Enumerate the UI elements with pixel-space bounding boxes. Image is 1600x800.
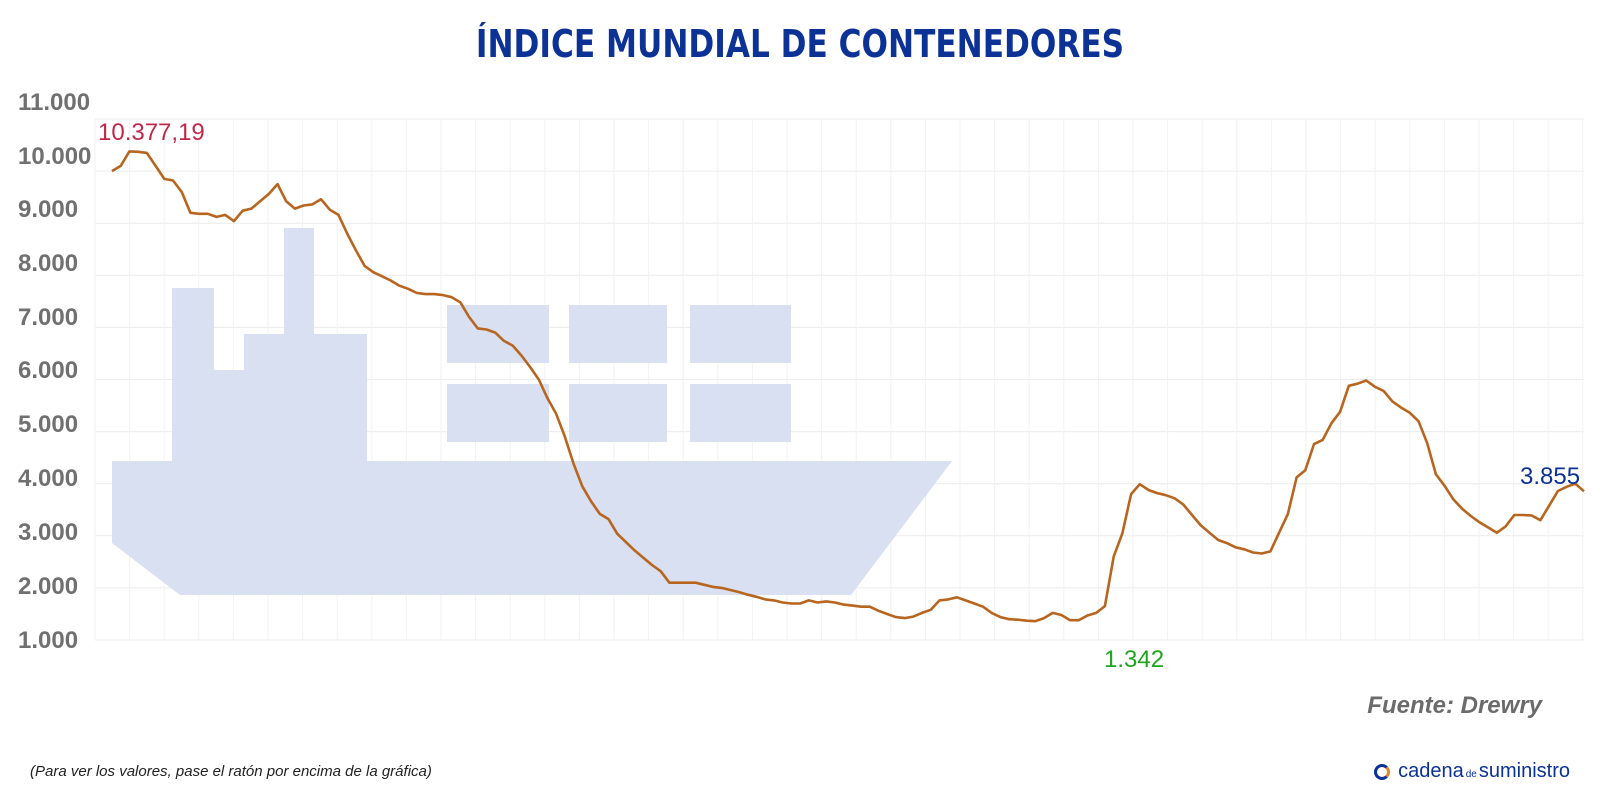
y-tick-label: 4.000 [18, 465, 78, 492]
y-tick-label: 9.000 [18, 196, 78, 223]
y-tick-label: 1.000 [18, 627, 78, 654]
container-6 [690, 384, 791, 442]
y-tick-label: 11.000 [18, 89, 90, 116]
ship-illustration [112, 228, 952, 595]
brand-logo[interactable]: cadena de suministro [1374, 760, 1570, 783]
y-tick-label: 2.000 [18, 573, 78, 600]
container-5 [569, 384, 667, 442]
y-tick-label: 8.000 [18, 250, 78, 277]
y-tick-label: 3.000 [18, 519, 78, 546]
ship-mast [284, 228, 314, 334]
y-tick-label: 10.000 [18, 143, 91, 170]
brand-refresh-icon [1374, 763, 1391, 780]
min-value-label: 1.342 [1104, 646, 1164, 673]
chart-title: ÍNDICE MUNDIAL DE CONTENEDORES [475, 22, 1125, 66]
last-value-label: 3.855 [1520, 463, 1580, 490]
brand-word-de: de [1465, 769, 1477, 780]
container-4 [447, 384, 549, 442]
brand-word-cadena: cadena [1398, 760, 1464, 782]
max-value-label: 10.377,19 [98, 119, 205, 146]
y-tick-label: 5.000 [18, 411, 78, 438]
ship-cabin [244, 334, 367, 483]
y-tick-label: 6.000 [18, 357, 78, 384]
y-tick-label: 7.000 [18, 304, 78, 331]
series-line[interactable] [111, 150, 1585, 623]
brand-word-suministro: suministro [1478, 760, 1570, 782]
source-label: Fuente: Drewry [1367, 692, 1542, 719]
ship-hull [112, 461, 952, 595]
container-2 [569, 305, 667, 363]
hover-note: (Para ver los valores, pase el ratón por… [30, 763, 432, 780]
ship-stack-rear [172, 288, 214, 483]
y-axis: 1.000 2.000 3.000 4.000 5.000 6.000 7.00… [18, 89, 91, 654]
container-3 [690, 305, 791, 363]
